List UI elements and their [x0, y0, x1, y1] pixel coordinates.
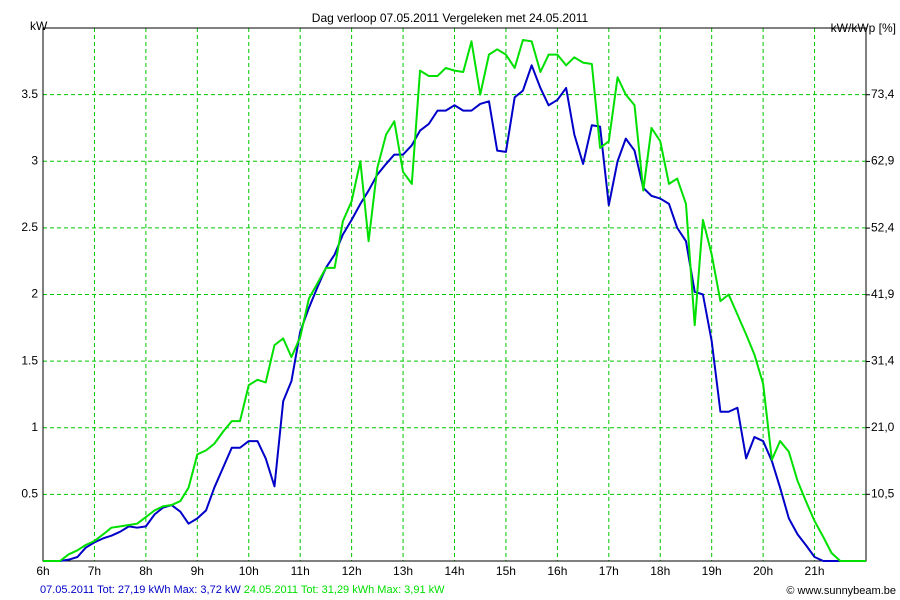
y-tick-label: 2.5 [21, 220, 38, 234]
x-tick-label: 12h [342, 564, 362, 578]
x-tick-label: 8h [139, 564, 152, 578]
x-tick-label: 17h [599, 564, 619, 578]
y2-tick-label: 31,4 [871, 354, 895, 368]
y2-tick-label: 21,0 [871, 420, 895, 434]
x-tick-label: 18h [650, 564, 670, 578]
y-tick-label: 1.5 [21, 353, 38, 367]
series-line [43, 38, 866, 562]
x-tick-label: 7h [88, 564, 101, 578]
x-tick-label: 16h [547, 564, 567, 578]
series-line [43, 64, 866, 562]
y2-tick-label: 41,9 [871, 287, 895, 301]
x-tick-label: 15h [496, 564, 516, 578]
x-tick-label: 6h [36, 564, 49, 578]
chart-title: Dag verloop 07.05.2011 Vergeleken met 24… [312, 11, 589, 25]
x-tick-label: 19h [702, 564, 722, 578]
y2-tick-label: 10,5 [871, 486, 895, 500]
x-tick-label: 9h [191, 564, 204, 578]
copyright: © www.sunnybeam.be [786, 585, 896, 597]
plot-border [42, 27, 867, 562]
y-axis-label: kW [30, 19, 48, 33]
y2-tick-label: 62,9 [871, 154, 895, 168]
x-tick-label: 21h [805, 564, 825, 578]
x-tick-label: 20h [753, 564, 773, 578]
y2-tick-label: 52,4 [871, 220, 895, 234]
y-tick-label: 3 [31, 153, 38, 167]
y-tick-label: 0.5 [21, 487, 38, 501]
y2-tick-label: 73,4 [871, 87, 895, 101]
x-tick-label: 10h [239, 564, 259, 578]
y-tick-label: 3.5 [21, 87, 38, 101]
legend-entry: 24.05.2011 Tot: 31,29 kWh Max: 3,91 kW [244, 584, 445, 596]
y-tick-label: 1 [31, 420, 38, 434]
legend-entry: 07.05.2011 Tot: 27,19 kWh Max: 3,72 kW [40, 584, 241, 596]
x-tick-label: 13h [393, 564, 413, 578]
x-tick-label: 11h [291, 564, 310, 578]
y-tick-label: 2 [31, 287, 38, 301]
x-tick-label: 14h [444, 564, 464, 578]
